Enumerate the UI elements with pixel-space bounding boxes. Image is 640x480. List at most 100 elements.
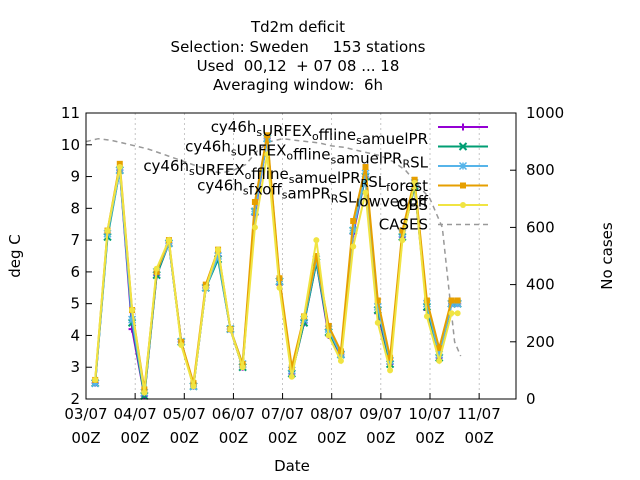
- x-tick-label-date: 05/07: [163, 405, 206, 423]
- legend-label: cy46hsfxoffsamPRRSLlowvegoff: [197, 177, 429, 211]
- data-point: [165, 237, 172, 244]
- data-point: [104, 227, 111, 234]
- x-tick-label-date: 03/07: [64, 405, 107, 423]
- data-point: [362, 164, 369, 171]
- data-point: [91, 379, 100, 388]
- x-tick-label-time: 00Z: [366, 429, 395, 447]
- data-point: [239, 364, 246, 371]
- data-point: [214, 251, 223, 261]
- data-point: [374, 297, 381, 304]
- data-point: [325, 322, 332, 329]
- y2-axis: 0 200 400 600 800 1000: [510, 104, 564, 408]
- y2-axis-label: No cases: [598, 222, 616, 290]
- legend-marker: [459, 123, 467, 131]
- title-line-3: Used 00,12 + 07 08 ... 18: [197, 57, 400, 75]
- data-point: [387, 354, 394, 361]
- legend-label: cy46hsURFEXofflinesamuelPRRSL: [185, 138, 428, 172]
- data-point: [92, 376, 99, 383]
- x-tick-label-date: 07/07: [261, 405, 304, 423]
- x-tick-label-time: 00Z: [317, 429, 346, 447]
- data-point: [399, 237, 406, 244]
- legend-label: CASES: [379, 216, 428, 234]
- data-point: [362, 189, 369, 196]
- y-tick-label: 7: [70, 231, 80, 249]
- data-point: [436, 357, 443, 364]
- data-point: [373, 302, 382, 311]
- data-point: [202, 284, 209, 291]
- y-tick-label: 5: [70, 295, 80, 313]
- data-point: [128, 315, 137, 324]
- data-point: [454, 297, 461, 304]
- data-series: [91, 132, 462, 401]
- data-point: [448, 310, 455, 317]
- x-tick-label-date: 06/07: [212, 405, 255, 423]
- y2-tick-label: 200: [526, 333, 555, 351]
- data-point: [215, 246, 222, 253]
- series-5: [92, 151, 461, 396]
- x-tick-label-time: 00Z: [71, 429, 100, 447]
- data-point: [264, 151, 271, 158]
- data-point: [387, 367, 394, 374]
- x-tick-label-time: 00Z: [219, 429, 248, 447]
- y-tick-label: 4: [70, 326, 80, 344]
- data-point: [178, 341, 185, 348]
- data-point: [264, 132, 271, 139]
- data-point: [411, 176, 418, 183]
- data-point: [448, 297, 455, 304]
- data-point: [454, 310, 461, 317]
- data-point: [350, 218, 357, 225]
- y-tick-label: 9: [70, 168, 80, 186]
- data-point: [453, 299, 462, 308]
- legend-label: OBS: [397, 196, 428, 214]
- data-point: [288, 364, 295, 371]
- data-point: [301, 313, 308, 320]
- x-tick-label-time: 00Z: [415, 429, 444, 447]
- x-tick-label-time: 00Z: [170, 429, 199, 447]
- y2-tick-label: 1000: [526, 104, 564, 122]
- data-point: [153, 265, 160, 272]
- data-point: [436, 345, 443, 352]
- x-tick-label-date: 08/07: [310, 405, 353, 423]
- y2-tick-label: 600: [526, 218, 555, 236]
- data-point: [411, 179, 418, 186]
- y-tick-label: 11: [61, 104, 80, 122]
- data-point: [116, 164, 123, 171]
- data-point: [337, 357, 344, 364]
- legend-marker: [460, 202, 466, 208]
- legend-marker: [458, 161, 468, 171]
- data-point: [276, 284, 283, 291]
- data-point: [251, 224, 258, 231]
- title-line-4: Averaging window: 6h: [213, 76, 383, 94]
- data-point: [374, 319, 381, 326]
- y-tick-label: 6: [70, 263, 80, 281]
- data-point: [116, 160, 123, 167]
- data-point: [313, 253, 320, 259]
- legend-label: cy46hsURFEXofflinesamuelPR: [211, 118, 428, 148]
- data-point: [423, 313, 430, 320]
- x-tick-label-date: 04/07: [114, 405, 157, 423]
- x-axis: 03/07 00Z 04/07 00Z 05/07 00Z 06/07 00Z 07/07 00Z…: [64, 393, 501, 447]
- y-axis-label: deg C: [6, 234, 24, 278]
- legend: cy46hsURFEXofflinesamuelPRcy46hsURFEXoff…: [143, 118, 488, 234]
- y-axis: 2 3 4 5 6 7 8 9 10 11: [61, 104, 92, 408]
- y-tick-label: 3: [70, 358, 80, 376]
- data-point: [227, 326, 234, 333]
- data-point: [325, 332, 332, 339]
- data-point: [423, 297, 430, 304]
- data-point: [129, 307, 136, 314]
- chart-title: Td2m deficit Selection: Sweden 153 stati…: [171, 18, 426, 94]
- x-axis-label: Date: [274, 457, 310, 475]
- x-tick-label-date: 11/07: [458, 405, 501, 423]
- data-point: [350, 243, 357, 250]
- legend-marker: [460, 182, 466, 189]
- x-tick-label-date: 10/07: [408, 405, 451, 423]
- y-tick-label: 10: [61, 136, 80, 154]
- y2-tick-label: 0: [526, 390, 536, 408]
- y2-tick-label: 400: [526, 276, 555, 294]
- title-line-1: Td2m deficit: [250, 18, 345, 36]
- y-tick-label: 8: [70, 199, 80, 217]
- data-point: [251, 198, 258, 205]
- data-point: [141, 389, 148, 396]
- data-point: [313, 237, 320, 244]
